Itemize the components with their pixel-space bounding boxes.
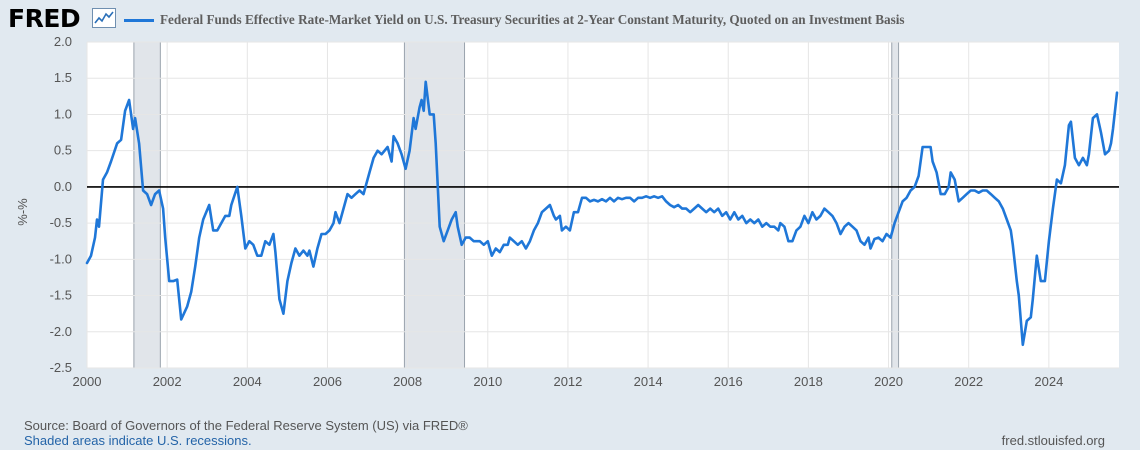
x-tick-label: 2000	[73, 374, 102, 389]
series-layer	[85, 80, 1119, 347]
y-tick-label: 0.5	[54, 143, 72, 158]
gridlines	[86, 41, 1119, 369]
y-tick-label: 0.0	[54, 179, 72, 194]
y-tick-label: -1.0	[50, 251, 72, 266]
x-tick-label: 2010	[473, 374, 502, 389]
recession-band	[403, 41, 466, 369]
y-axis-title: %-%	[15, 198, 30, 226]
y-tick-label: 2.0	[54, 34, 72, 49]
y-tick-label: -2.0	[50, 324, 72, 339]
x-tick-label: 2004	[233, 374, 262, 389]
site-url[interactable]: fred.stlouisfed.org	[1001, 433, 1105, 448]
x-tick-label: 2006	[313, 374, 342, 389]
x-tick-label: 2018	[794, 374, 823, 389]
series-line	[85, 80, 1119, 347]
chart-line-icon	[92, 8, 116, 28]
y-tick-label: 1.5	[54, 70, 72, 85]
x-tick-label: 2014	[634, 374, 663, 389]
x-tick-label: 2008	[393, 374, 422, 389]
x-tick-label: 2002	[153, 374, 182, 389]
plot-area	[87, 42, 1119, 368]
y-tick-label: 1.0	[54, 106, 72, 121]
recession-band	[133, 41, 161, 369]
chart-header: FRED Federal Funds Effective Rate-Market…	[0, 0, 1140, 40]
x-tick-label: 2024	[1034, 374, 1063, 389]
recession-note-link[interactable]: Shaded areas indicate U.S. recessions.	[24, 433, 252, 448]
x-tick-label: 2022	[954, 374, 983, 389]
source-note: Source: Board of Governors of the Federa…	[24, 418, 468, 433]
legend-series-label: Federal Funds Effective Rate-Market Yiel…	[160, 12, 905, 27]
recession-bands	[133, 41, 900, 369]
legend-swatch	[124, 19, 154, 22]
fred-logo[interactable]: FRED	[8, 4, 81, 33]
x-tick-label: 2016	[714, 374, 743, 389]
y-tick-label: -0.5	[50, 215, 72, 230]
y-axis-ticks: 2.0 1.5 1.0 0.5 0.0 -0.5 -1.0 -1.5 -2.0 -2.5	[50, 34, 72, 375]
x-tick-label: 2020	[874, 374, 903, 389]
recession-band	[891, 41, 900, 369]
x-tick-label: 2012	[553, 374, 582, 389]
y-tick-label: -1.5	[50, 288, 72, 303]
x-axis-ticks: 2000 2002 2004 2006 2008 2010 2012 2014 2016 2018…	[73, 374, 1064, 389]
y-tick-label: -2.5	[50, 360, 72, 375]
line-chart: 2.0 1.5 1.0 0.5 0.0 -0.5 -1.0 -1.5 -2.0 -2.5 2000…	[15, 34, 1119, 389]
